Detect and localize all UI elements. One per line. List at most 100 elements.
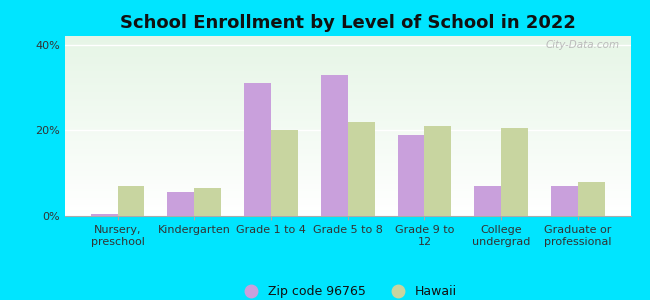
Bar: [65, 75, 630, 76]
Bar: [321, 75, 348, 216]
Bar: [65, 43, 630, 44]
Bar: [168, 192, 194, 216]
Bar: [65, 48, 630, 49]
Bar: [65, 190, 630, 191]
Bar: [65, 73, 630, 74]
Bar: [65, 167, 630, 168]
Bar: [65, 142, 630, 143]
Bar: [65, 50, 630, 51]
Bar: [65, 49, 630, 50]
Bar: [65, 165, 630, 166]
Bar: [65, 184, 630, 185]
Bar: [65, 96, 630, 97]
Bar: [65, 196, 630, 197]
Bar: [474, 186, 501, 216]
Bar: [65, 183, 630, 184]
Bar: [65, 210, 630, 211]
Bar: [65, 175, 630, 176]
Bar: [65, 178, 630, 179]
Bar: [65, 191, 630, 192]
Bar: [65, 152, 630, 153]
Bar: [501, 128, 528, 216]
Bar: [65, 62, 630, 63]
Bar: [65, 127, 630, 128]
Bar: [65, 72, 630, 73]
Bar: [65, 189, 630, 190]
Bar: [194, 188, 221, 216]
Bar: [65, 85, 630, 86]
Bar: [65, 51, 630, 52]
Bar: [65, 78, 630, 79]
Bar: [65, 53, 630, 54]
Bar: [65, 131, 630, 132]
Bar: [65, 99, 630, 100]
Bar: [65, 116, 630, 117]
Bar: [65, 143, 630, 144]
Bar: [65, 89, 630, 90]
Bar: [65, 66, 630, 67]
Bar: [65, 36, 630, 37]
Bar: [65, 117, 630, 118]
Bar: [65, 205, 630, 206]
Bar: [65, 202, 630, 203]
Bar: [65, 181, 630, 182]
Bar: [65, 128, 630, 129]
Bar: [65, 97, 630, 98]
Bar: [65, 193, 630, 194]
Bar: [65, 80, 630, 81]
Bar: [65, 174, 630, 175]
Bar: [65, 144, 630, 145]
Bar: [65, 124, 630, 125]
Bar: [65, 87, 630, 88]
Bar: [65, 137, 630, 138]
Bar: [65, 162, 630, 163]
Bar: [65, 209, 630, 210]
Bar: [65, 56, 630, 57]
Bar: [65, 123, 630, 124]
Bar: [65, 82, 630, 83]
Legend: Zip code 96765, Hawaii: Zip code 96765, Hawaii: [233, 280, 462, 300]
Bar: [65, 200, 630, 201]
Bar: [65, 168, 630, 169]
Bar: [65, 69, 630, 70]
Bar: [65, 37, 630, 38]
Bar: [65, 134, 630, 135]
Bar: [65, 158, 630, 159]
Bar: [65, 197, 630, 198]
Bar: [65, 47, 630, 48]
Bar: [65, 115, 630, 116]
Bar: [271, 130, 298, 216]
Bar: [65, 71, 630, 72]
Bar: [65, 160, 630, 161]
Bar: [65, 192, 630, 193]
Bar: [65, 88, 630, 89]
Bar: [65, 45, 630, 46]
Bar: [65, 67, 630, 68]
Bar: [65, 147, 630, 148]
Bar: [65, 41, 630, 42]
Bar: [65, 170, 630, 171]
Bar: [65, 63, 630, 64]
Bar: [65, 215, 630, 216]
Bar: [65, 111, 630, 112]
Bar: [65, 121, 630, 122]
Bar: [65, 146, 630, 147]
Bar: [65, 177, 630, 178]
Bar: [65, 42, 630, 43]
Bar: [65, 153, 630, 154]
Text: City-Data.com: City-Data.com: [545, 40, 619, 50]
Bar: [65, 104, 630, 105]
Bar: [65, 201, 630, 202]
Bar: [65, 85, 630, 86]
Bar: [65, 139, 630, 140]
Bar: [244, 83, 271, 216]
Bar: [65, 59, 630, 60]
Bar: [65, 122, 630, 123]
Bar: [65, 212, 630, 213]
Bar: [65, 187, 630, 188]
Bar: [65, 102, 630, 103]
Bar: [65, 40, 630, 41]
Bar: [65, 95, 630, 96]
Bar: [65, 79, 630, 80]
Bar: [65, 135, 630, 136]
